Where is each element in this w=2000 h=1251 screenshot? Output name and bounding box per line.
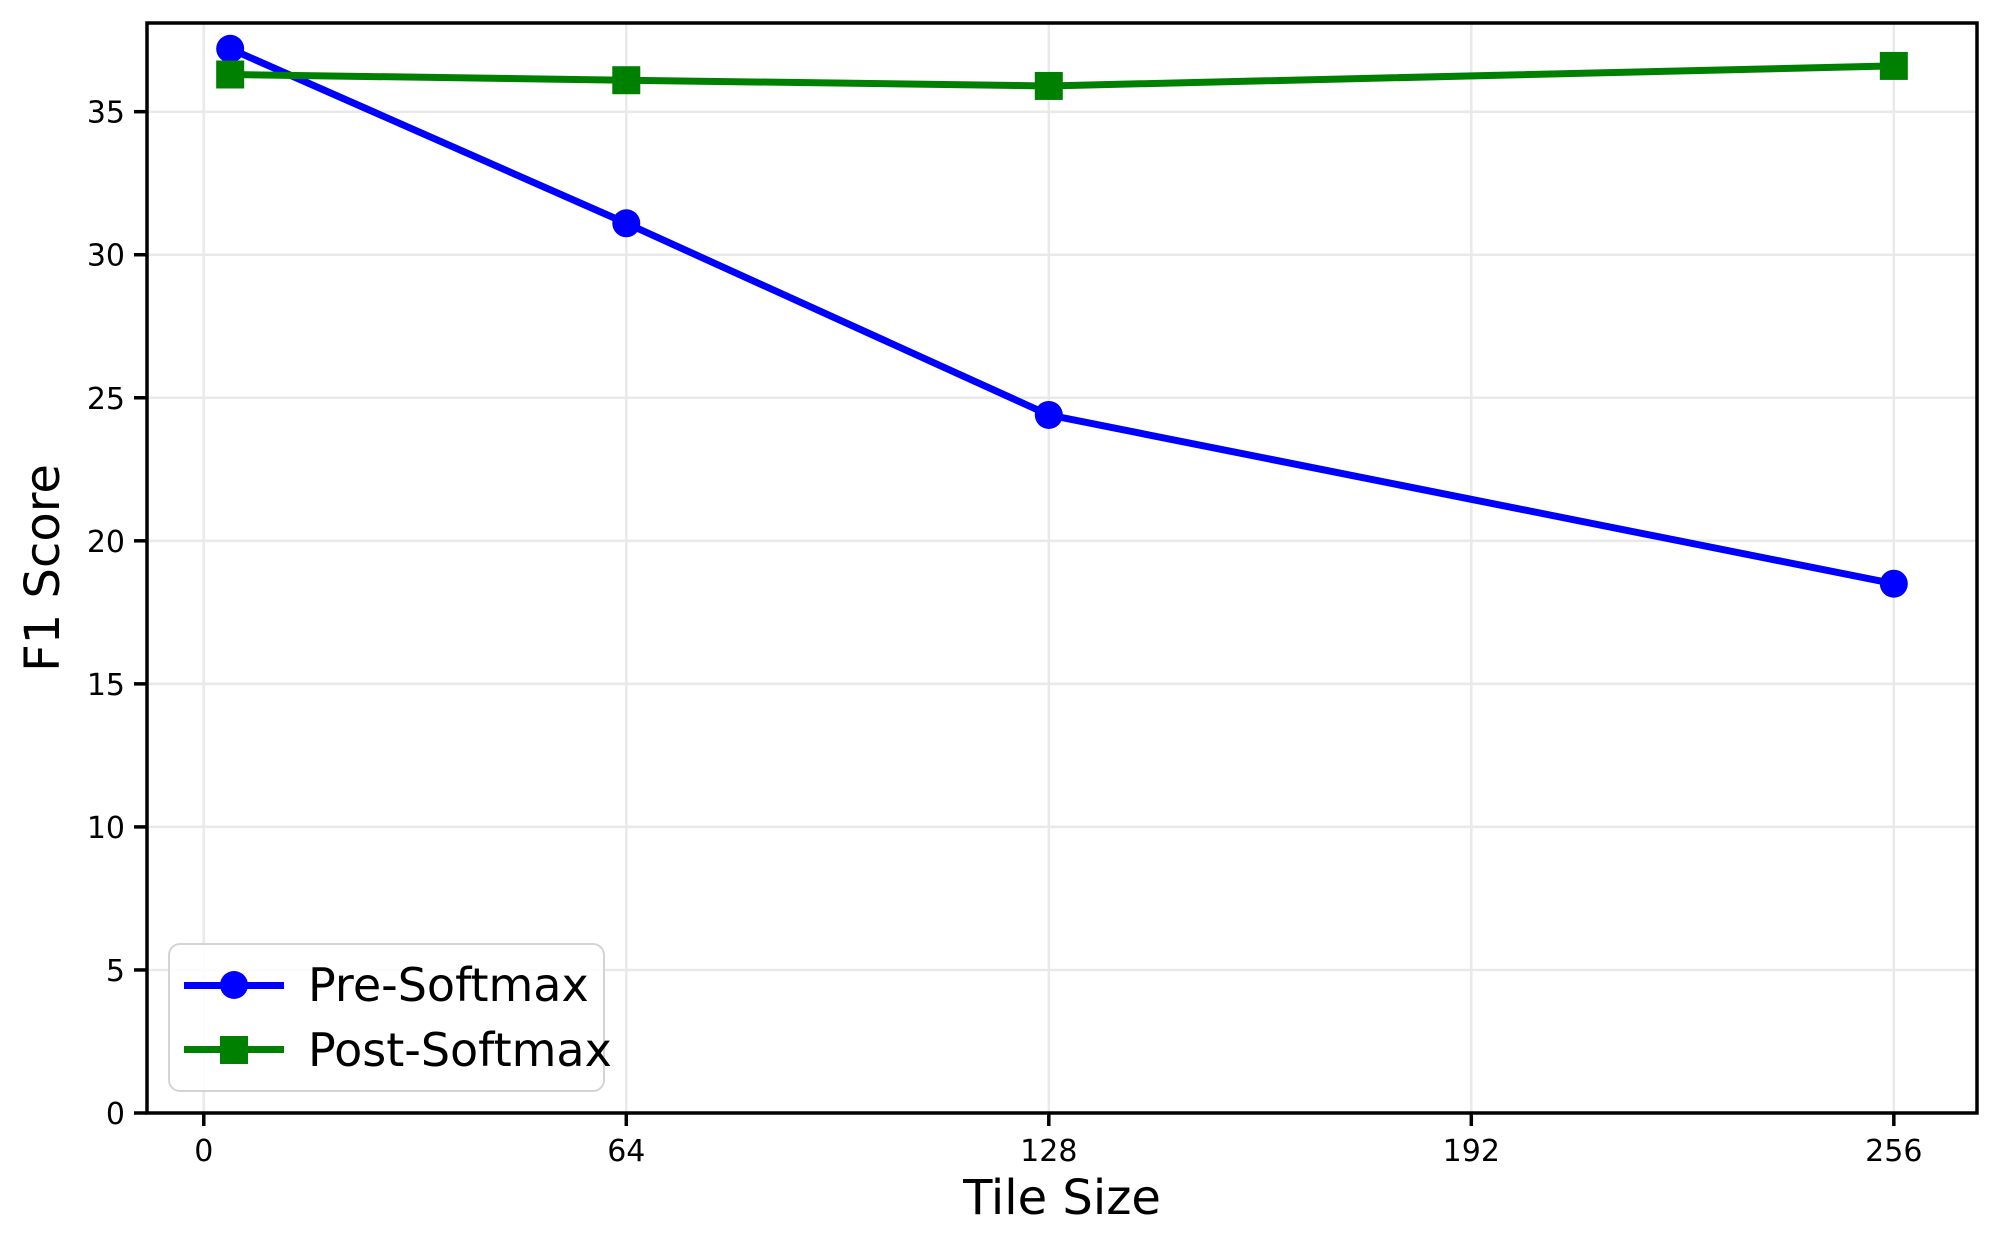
x-tick-label: 256 bbox=[1865, 1134, 1922, 1169]
y-tick-label: 10 bbox=[87, 811, 125, 846]
data-point-square-post-softmax bbox=[1034, 71, 1063, 100]
y-tick-label: 35 bbox=[87, 96, 125, 131]
data-point-circle-pre-softmax bbox=[1879, 569, 1908, 598]
x-tick-label: 192 bbox=[1443, 1134, 1500, 1169]
data-point-square-post-softmax bbox=[1879, 51, 1908, 80]
data-point-circle-pre-softmax bbox=[612, 209, 641, 238]
series-line-post-softmax bbox=[226, 62, 1898, 90]
legend-circle-marker-icon bbox=[220, 971, 248, 1000]
x-tick-label: 64 bbox=[607, 1134, 645, 1169]
legend-label: Pre-Softmax bbox=[308, 958, 589, 1013]
legend-sample-post-softmax bbox=[184, 1035, 284, 1065]
data-point-square-post-softmax bbox=[216, 60, 245, 89]
legend-sample-pre-softmax bbox=[184, 970, 284, 1000]
y-tick-label: 5 bbox=[106, 954, 125, 989]
legend-item-pre-softmax: Pre-Softmax bbox=[184, 962, 591, 1008]
y-tick-label: 25 bbox=[87, 382, 125, 417]
data-point-circle-pre-softmax bbox=[1034, 400, 1063, 429]
x-axis-label: Tile Size bbox=[963, 1170, 1161, 1226]
x-tick-label: 128 bbox=[1020, 1134, 1077, 1169]
y-tick-label: 30 bbox=[87, 239, 125, 274]
series-line-pre-softmax bbox=[226, 45, 1898, 588]
data-point-circle-pre-softmax bbox=[216, 34, 245, 63]
y-tick-label: 0 bbox=[106, 1097, 125, 1132]
y-tick-label: 20 bbox=[87, 525, 125, 560]
legend: Pre-Softmax Post-Softmax bbox=[168, 943, 612, 1092]
legend-square-marker-icon bbox=[220, 1035, 248, 1064]
data-point-square-post-softmax bbox=[612, 66, 641, 95]
y-tick-label: 15 bbox=[87, 668, 125, 703]
y-axis-label: F1 Score bbox=[15, 464, 71, 672]
plot-border bbox=[145, 21, 1979, 1115]
legend-item-post-softmax: Post-Softmax bbox=[184, 1027, 612, 1073]
x-tick-label: 0 bbox=[194, 1134, 213, 1169]
legend-label: Post-Softmax bbox=[308, 1022, 612, 1077]
